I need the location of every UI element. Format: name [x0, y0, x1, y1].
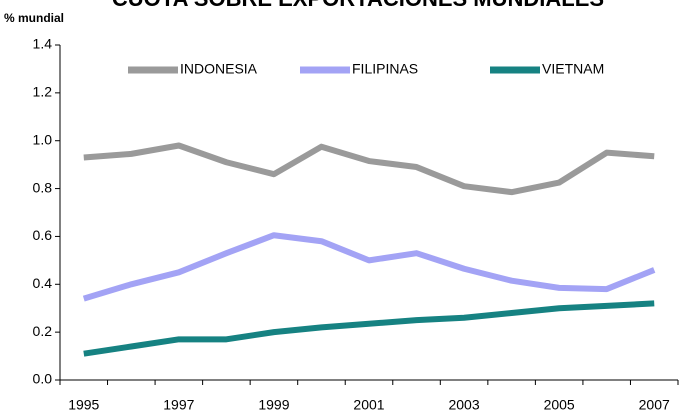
- x-tick-label: 2001: [353, 397, 384, 413]
- y-axis-label: % mundial: [4, 11, 64, 25]
- y-tick-label: 1.4: [33, 36, 53, 52]
- x-tick-label: 2003: [448, 397, 479, 413]
- x-tick-label: 1997: [163, 397, 194, 413]
- y-tick-label: 1.0: [33, 131, 53, 147]
- series-line: [83, 142, 655, 196]
- y-tick-label: 0.8: [33, 179, 53, 195]
- chart-title: CUOTA SOBRE EXPORTACIONES MUNDIALES: [112, 0, 604, 11]
- x-tick-label: 1995: [68, 397, 99, 413]
- legend-label: INDONESIA: [180, 61, 258, 77]
- series-line: [82, 232, 656, 302]
- y-tick-label: 0.0: [33, 371, 53, 387]
- x-tick-label: 2005: [544, 397, 575, 413]
- legend-label: VIETNAM: [542, 61, 604, 77]
- y-tick-label: 0.2: [33, 323, 53, 339]
- x-tick-label: 1999: [258, 397, 289, 413]
- y-tick-label: 0.6: [33, 227, 53, 243]
- x-tick-label: 2007: [639, 397, 670, 413]
- series-line: [83, 300, 655, 357]
- legend-label: FILIPINAS: [352, 61, 418, 77]
- y-tick-label: 1.2: [33, 84, 53, 100]
- y-tick-label: 0.4: [33, 275, 53, 291]
